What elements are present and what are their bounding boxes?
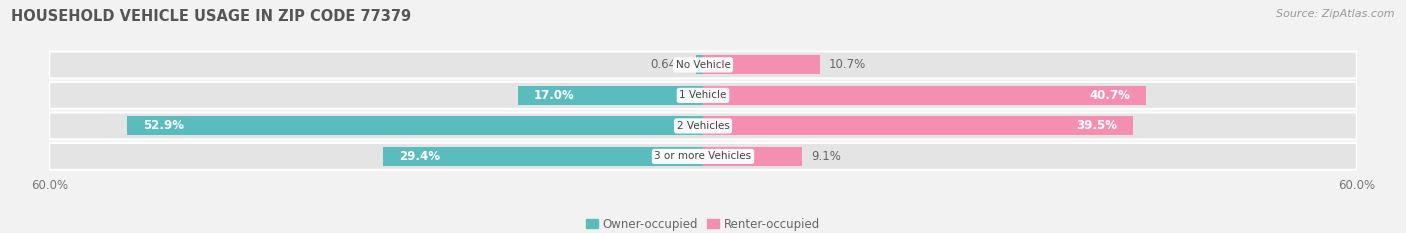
Text: 1 Vehicle: 1 Vehicle xyxy=(679,90,727,100)
Bar xyxy=(703,86,1146,105)
Bar xyxy=(127,116,703,135)
FancyBboxPatch shape xyxy=(49,51,1357,78)
Bar xyxy=(517,86,703,105)
Text: 29.4%: 29.4% xyxy=(399,150,440,163)
Bar xyxy=(703,147,803,166)
Text: 10.7%: 10.7% xyxy=(828,58,866,71)
Text: HOUSEHOLD VEHICLE USAGE IN ZIP CODE 77379: HOUSEHOLD VEHICLE USAGE IN ZIP CODE 7737… xyxy=(11,9,412,24)
Legend: Owner-occupied, Renter-occupied: Owner-occupied, Renter-occupied xyxy=(581,213,825,233)
Text: No Vehicle: No Vehicle xyxy=(675,60,731,70)
Bar xyxy=(382,147,703,166)
Text: 39.5%: 39.5% xyxy=(1076,120,1118,132)
FancyBboxPatch shape xyxy=(49,113,1357,139)
Text: 17.0%: 17.0% xyxy=(534,89,575,102)
Bar xyxy=(703,116,1133,135)
Bar xyxy=(703,55,820,74)
FancyBboxPatch shape xyxy=(49,82,1357,109)
Text: Source: ZipAtlas.com: Source: ZipAtlas.com xyxy=(1277,9,1395,19)
Text: 9.1%: 9.1% xyxy=(811,150,841,163)
Text: 52.9%: 52.9% xyxy=(143,120,184,132)
FancyBboxPatch shape xyxy=(49,143,1357,170)
Text: 40.7%: 40.7% xyxy=(1090,89,1130,102)
Text: 0.64%: 0.64% xyxy=(650,58,688,71)
Text: 3 or more Vehicles: 3 or more Vehicles xyxy=(654,151,752,161)
Bar xyxy=(696,55,703,74)
Text: 2 Vehicles: 2 Vehicles xyxy=(676,121,730,131)
